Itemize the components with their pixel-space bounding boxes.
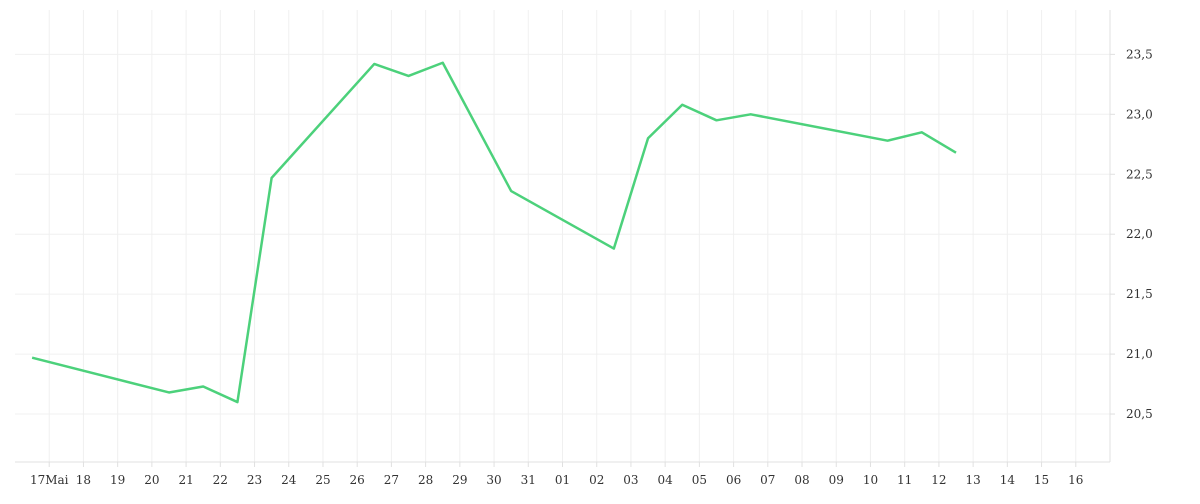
x-tick-label: 18 [76, 473, 91, 487]
x-tick-label: 21 [178, 473, 193, 487]
x-tick-label: 07 [760, 473, 775, 487]
y-tick-label: 22,5 [1126, 167, 1153, 181]
x-tick-label: 04 [658, 473, 674, 487]
x-tick-label: 05 [692, 473, 707, 487]
x-tick-label: 24 [281, 473, 297, 487]
x-tick-label: 13 [965, 473, 980, 487]
x-tick-label: 29 [452, 473, 467, 487]
x-tick-label: 03 [623, 473, 638, 487]
x-tick-label: 02 [589, 473, 604, 487]
x-tick-label: 06 [726, 473, 741, 487]
x-tick-label: 20 [144, 473, 159, 487]
x-tick-label: 31 [521, 473, 536, 487]
x-tick-label: 14 [1000, 473, 1016, 487]
x-tick-label: 27 [384, 473, 399, 487]
x-tick-label: 15 [1034, 473, 1049, 487]
x-tick-label: 25 [315, 473, 330, 487]
x-tick-label: 22 [213, 473, 228, 487]
y-tick-label: 22,0 [1126, 227, 1153, 241]
x-tick-label: 08 [794, 473, 809, 487]
x-tick-label: 11 [897, 473, 912, 487]
y-tick-label: 21,5 [1126, 287, 1153, 301]
y-tick-label: 20,5 [1126, 407, 1153, 421]
x-tick-label: 09 [829, 473, 844, 487]
y-tick-label: 23,0 [1126, 107, 1153, 121]
x-tick-label: 10 [863, 473, 878, 487]
line-series [31, 61, 957, 404]
y-tick-label: 23,5 [1126, 47, 1153, 61]
x-tick-label: 28 [418, 473, 433, 487]
y-tick-label: 21,0 [1126, 347, 1153, 361]
x-tick-label: 30 [486, 473, 501, 487]
x-tick-label: 17Mai [30, 473, 69, 487]
x-tick-label: 19 [110, 473, 125, 487]
x-tick-label: 26 [350, 473, 365, 487]
x-tick-label: 12 [931, 473, 946, 487]
x-tick-label: 01 [555, 473, 570, 487]
x-tick-label: 23 [247, 473, 262, 487]
x-tick-label: 16 [1068, 473, 1083, 487]
